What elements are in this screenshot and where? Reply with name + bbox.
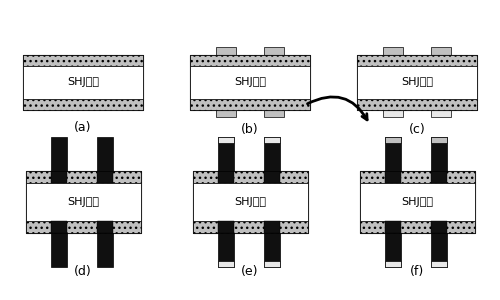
Bar [97,233,113,267]
Bar [385,171,401,183]
Bar [190,55,310,110]
Bar [26,171,140,233]
Bar [51,137,67,171]
Bar [23,55,143,65]
Bar [264,137,280,143]
Bar [431,137,447,143]
Bar [385,137,401,171]
Bar [51,171,67,183]
Bar [357,55,477,65]
Bar [218,220,234,233]
Bar [431,171,447,183]
Bar [264,261,280,267]
Bar [264,233,280,267]
Bar [385,261,401,267]
Bar [357,65,477,98]
Bar [26,183,140,220]
Bar [26,220,140,233]
Bar [385,220,401,233]
Bar [218,137,234,143]
Bar [264,137,280,171]
Bar [190,55,310,65]
Text: SHJ衬底: SHJ衬底 [234,197,266,207]
Bar [23,98,143,110]
Bar [385,137,401,143]
Bar [360,220,474,233]
Bar [431,220,447,233]
Bar [432,47,450,55]
Bar [26,171,140,183]
Text: (e): (e) [241,265,259,278]
Bar [190,98,310,110]
Text: SHJ衬底: SHJ衬底 [234,77,266,87]
Text: (c): (c) [408,123,426,136]
Bar [360,171,474,183]
Bar [357,55,477,110]
Bar [264,110,283,117]
Bar [216,110,236,117]
Bar [357,98,477,110]
Bar [384,110,402,117]
Bar [218,171,234,183]
Bar [360,183,474,220]
Bar [264,220,280,233]
Bar [218,261,234,267]
Text: SHJ衬底: SHJ衬底 [401,77,433,87]
Bar [192,220,308,233]
Bar [218,137,234,171]
Bar [360,171,474,233]
Bar [264,47,283,55]
Text: (a): (a) [74,121,92,134]
Bar [97,171,113,183]
Text: SHJ衬底: SHJ衬底 [67,77,99,87]
Bar [190,65,310,98]
Bar [51,220,67,233]
Bar [23,55,143,110]
Text: (f): (f) [410,265,424,278]
Bar [264,171,280,183]
Bar [431,261,447,267]
Bar [192,171,308,183]
Text: (d): (d) [74,265,92,278]
Bar [23,65,143,98]
Bar [192,183,308,220]
Bar [385,233,401,267]
Bar [216,47,236,55]
Bar [384,47,402,55]
Bar [51,233,67,267]
Bar [431,233,447,267]
Bar [431,137,447,171]
Bar [97,220,113,233]
Bar [218,233,234,267]
Text: (b): (b) [241,123,259,136]
Text: SHJ衬底: SHJ衬底 [67,197,99,207]
Bar [97,137,113,171]
Bar [432,110,450,117]
Text: SHJ衬底: SHJ衬底 [401,197,433,207]
Bar [192,171,308,233]
